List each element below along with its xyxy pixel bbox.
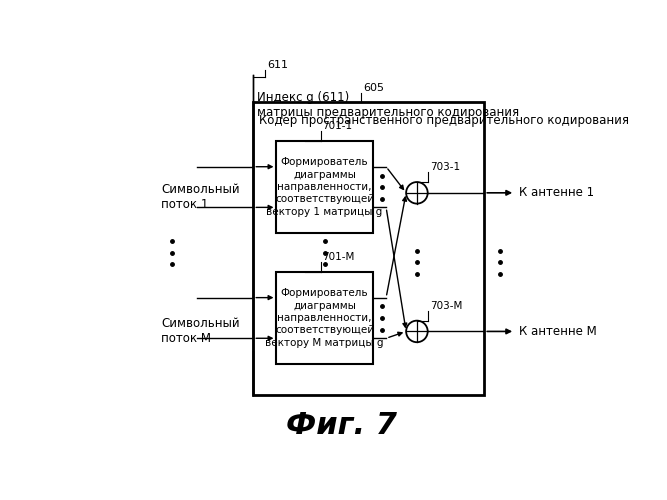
Text: 605: 605 [363,82,384,92]
Text: 701-М: 701-М [323,252,355,262]
Bar [276,272,373,364]
Text: 701-1: 701-1 [323,121,353,131]
Text: Символьный
поток 1: Символьный поток 1 [161,182,239,210]
Text: 703-М: 703-М [430,301,463,311]
Text: К антенне 1: К антенне 1 [519,186,594,200]
Text: Индекс g (611)
матрицы предварительного кодирования: Индекс g (611) матрицы предварительного … [257,91,520,119]
Text: Символьный
поток М: Символьный поток М [161,318,239,345]
Text: Формирователь
диаграммы
направленности,
соответствующей
вектору М матрицы g: Формирователь диаграммы направленности, … [265,288,384,348]
Text: К антенне М: К антенне М [519,325,597,338]
Text: Фиг. 7: Фиг. 7 [286,411,398,440]
Bar [253,102,484,395]
Text: Кодер пространственного предварительного кодирования: Кодер пространственного предварительного… [259,114,629,127]
Bar [276,141,373,233]
Text: 611: 611 [267,60,287,70]
Text: 703-1: 703-1 [430,162,460,172]
Text: Формирователь
диаграммы
направленности,
соответствующей
вектору 1 матрицы g: Формирователь диаграммы направленности, … [266,157,383,217]
